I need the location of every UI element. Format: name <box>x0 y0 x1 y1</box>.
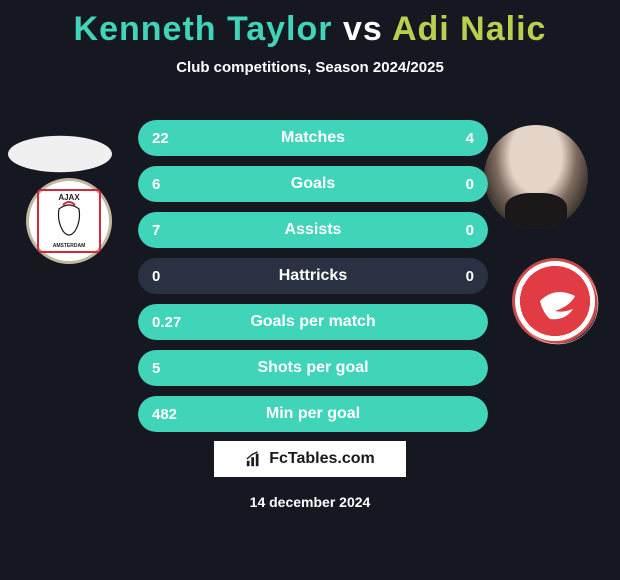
player1-name: Kenneth Taylor <box>74 10 333 48</box>
stat-value-right: 0 <box>466 268 474 285</box>
stat-row: 482Min per goal <box>138 396 488 432</box>
player2-club-badge <box>512 258 598 344</box>
comparison-title: Kenneth Taylor vs Adi Nalic <box>0 0 620 49</box>
player2-avatar <box>484 125 588 229</box>
stat-value-right: 0 <box>466 222 474 239</box>
player2-name: Adi Nalic <box>392 10 546 48</box>
player1-club-badge: AJAX AMSTERDAM <box>26 178 112 264</box>
brand-chart-icon <box>245 450 263 468</box>
stat-label: Shots per goal <box>138 359 488 377</box>
stat-row: 7Assists0 <box>138 212 488 248</box>
player1-avatar <box>8 136 112 172</box>
stat-value-right: 0 <box>466 176 474 193</box>
stat-row: 6Goals0 <box>138 166 488 202</box>
stat-label: Goals per match <box>138 313 488 331</box>
stats-container: 22Matches46Goals07Assists00Hattricks00.2… <box>138 120 488 442</box>
stat-value-right: 4 <box>466 130 474 147</box>
date-label: 14 december 2024 <box>0 494 620 510</box>
stat-row: 22Matches4 <box>138 120 488 156</box>
stat-label: Min per goal <box>138 405 488 423</box>
brand-name: FcTables.com <box>269 450 375 468</box>
stat-row: 0.27Goals per match <box>138 304 488 340</box>
subtitle: Club competitions, Season 2024/2025 <box>0 59 620 76</box>
stat-label: Matches <box>138 129 488 147</box>
stat-label: Hattricks <box>138 267 488 285</box>
stat-row: 0Hattricks0 <box>138 258 488 294</box>
stat-label: Goals <box>138 175 488 193</box>
club-left-city: AMSTERDAM <box>29 243 109 249</box>
stat-row: 5Shots per goal <box>138 350 488 386</box>
brand-badge[interactable]: FcTables.com <box>214 441 406 477</box>
almere-bird-icon <box>515 261 601 347</box>
stat-label: Assists <box>138 221 488 239</box>
vs-text: vs <box>343 10 383 48</box>
ajax-head-icon <box>29 181 109 261</box>
